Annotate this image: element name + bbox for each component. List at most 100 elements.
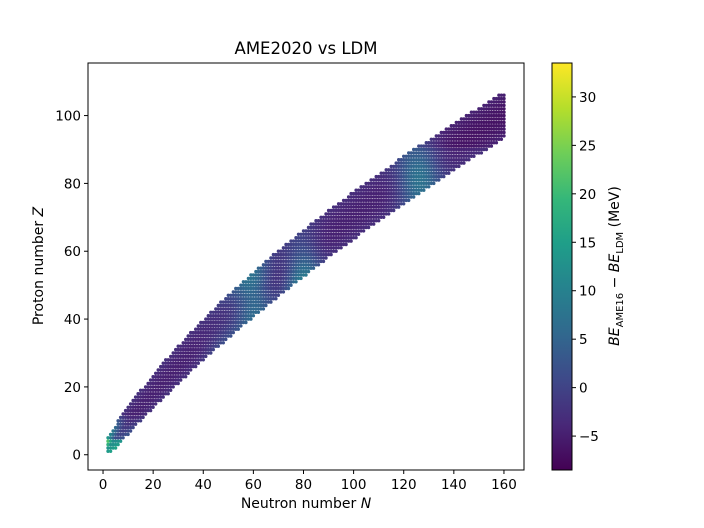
- data-point: [106, 442, 110, 447]
- data-point: [143, 392, 148, 396]
- data-point: [419, 144, 423, 148]
- data-point: [219, 327, 223, 331]
- data-point: [314, 263, 318, 267]
- data-point: [339, 232, 343, 236]
- data-point: [239, 307, 243, 311]
- data-point: [414, 161, 418, 165]
- data-point: [414, 158, 418, 162]
- data-point: [161, 364, 165, 369]
- data-point: [224, 324, 228, 328]
- data-point: [186, 364, 190, 369]
- data-point: [251, 310, 256, 314]
- data-point: [249, 273, 253, 277]
- data-point: [154, 375, 158, 379]
- data-point: [221, 330, 225, 335]
- data-point: [231, 303, 235, 308]
- data-point: [271, 286, 276, 291]
- data-point: [472, 154, 476, 158]
- data-point: [136, 395, 140, 399]
- data-point: [206, 347, 210, 352]
- data-point: [384, 174, 388, 179]
- data-point: [419, 161, 423, 165]
- data-point: [236, 314, 240, 318]
- data-point: [141, 415, 145, 420]
- data-point: [251, 293, 256, 297]
- data-point: [266, 266, 271, 270]
- data-point: [256, 293, 261, 297]
- data-point: [361, 185, 366, 189]
- data-point: [244, 297, 248, 301]
- data-point: [492, 130, 496, 135]
- data-point: [502, 130, 506, 135]
- data-point: [359, 225, 363, 230]
- data-point: [479, 141, 484, 145]
- data-point: [209, 327, 213, 331]
- data-point: [434, 168, 438, 172]
- data-point: [214, 320, 218, 325]
- data-point: [417, 174, 421, 179]
- data-point: [244, 320, 248, 325]
- data-point: [424, 181, 428, 186]
- data-point: [394, 188, 398, 192]
- data-point: [176, 378, 180, 382]
- data-point: [123, 425, 128, 430]
- data-point: [241, 317, 246, 321]
- data-point: [201, 354, 205, 359]
- data-point: [296, 242, 301, 247]
- data-point: [427, 147, 431, 152]
- data-point: [108, 432, 113, 437]
- data-point: [181, 351, 185, 355]
- y-tick-label: 20: [64, 380, 81, 396]
- data-point: [269, 280, 273, 284]
- data-point: [251, 276, 256, 281]
- data-point: [409, 168, 413, 172]
- data-point: [442, 164, 446, 169]
- data-point: [479, 107, 484, 111]
- data-point: [224, 297, 228, 301]
- data-point: [123, 419, 128, 423]
- data-point: [444, 154, 448, 158]
- data-point: [377, 198, 381, 203]
- data-point: [354, 205, 358, 209]
- data-point: [196, 334, 200, 338]
- data-point: [459, 124, 464, 128]
- data-point: [364, 219, 368, 223]
- data-point: [204, 337, 208, 342]
- data-point: [462, 161, 466, 165]
- data-point: [289, 249, 293, 253]
- colorbar-tick-label: −5: [579, 429, 599, 445]
- data-point: [341, 212, 346, 216]
- data-point: [221, 303, 225, 308]
- data-point: [474, 141, 479, 145]
- data-point: [186, 358, 190, 362]
- data-point: [281, 286, 286, 291]
- data-point: [454, 161, 458, 165]
- data-point: [341, 208, 346, 213]
- data-point: [279, 263, 283, 267]
- data-point: [106, 449, 110, 453]
- data-point: [194, 341, 198, 345]
- data-point: [224, 330, 228, 335]
- data-point: [379, 212, 383, 216]
- data-point: [459, 127, 464, 131]
- data-point: [394, 171, 398, 175]
- data-point: [402, 171, 406, 175]
- data-point: [239, 293, 243, 297]
- data-point: [389, 164, 393, 169]
- data-point: [462, 120, 466, 125]
- data-point: [304, 249, 308, 253]
- data-point: [259, 273, 263, 277]
- data-point: [432, 141, 436, 145]
- data-point: [321, 236, 326, 240]
- data-point: [236, 310, 240, 314]
- data-point: [126, 405, 130, 409]
- data-point: [389, 178, 393, 182]
- data-point: [121, 415, 125, 420]
- data-point: [311, 249, 316, 253]
- data-point: [118, 419, 123, 423]
- data-point: [143, 398, 148, 403]
- data-point: [349, 225, 353, 230]
- data-point: [489, 130, 494, 135]
- data-point: [377, 208, 381, 213]
